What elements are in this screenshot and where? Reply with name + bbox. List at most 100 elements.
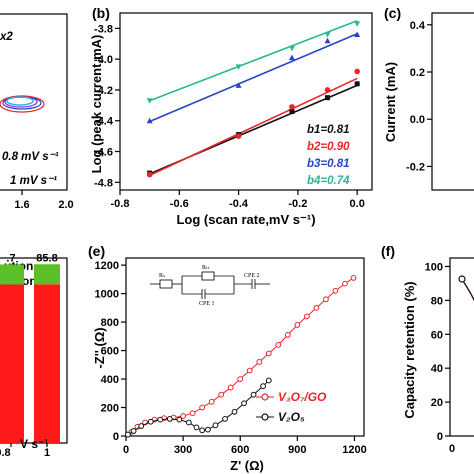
data-point-v3o7go <box>227 384 234 391</box>
data-point-v2o5 <box>138 423 145 429</box>
circuit-label-cpe2: CPE 2 <box>244 273 260 279</box>
panel-f-ylabel: Capacity retention (%) <box>402 281 417 418</box>
panel-b-ytick-label: -4.2 <box>94 85 113 97</box>
data-point-v2o5 <box>166 416 173 422</box>
panel-c-y-ticks: 0.4 0.2 0.0 -0.2 <box>406 20 432 173</box>
panel-f-ytick-label: 40 <box>431 363 443 375</box>
panel-a-frame <box>0 13 68 191</box>
data-point-v3o7go <box>189 410 196 417</box>
data-point-b2 <box>235 133 242 139</box>
bar-capacitive <box>0 284 24 443</box>
panel-e-ytick-label: 1200 <box>95 260 119 272</box>
panel-c-ytick-label: 0.2 <box>410 67 425 79</box>
panel-a-annotation-2: 1 mV s⁻¹ <box>10 175 57 187</box>
data-point-v3o7go <box>246 367 253 374</box>
panel-d: ution bution .70.885.81 V s⁻¹ <box>0 252 68 459</box>
data-point-v3o7go <box>284 331 291 338</box>
data-point-b4 <box>235 64 242 70</box>
panel-c: (c) 0.4 0.2 0.0 -0.2 Current (mA) <box>383 5 474 191</box>
panel-b-xtick-label: -0.6 <box>170 198 189 210</box>
circuit-resistor-rct <box>201 271 215 281</box>
panel-a-xtick-label: 2.0 <box>58 199 73 211</box>
panel-e-xtick-label: 300 <box>174 444 192 456</box>
data-point-v2o5 <box>204 426 211 433</box>
panel-f-point <box>458 275 466 283</box>
panel-e-legend: V₃O₇/GO V₂O₅ <box>256 390 327 424</box>
data-point-v2o5 <box>176 416 183 423</box>
panel-f-frame <box>449 257 474 437</box>
panel-b-frame <box>119 12 373 191</box>
circuit-label-rct: Rₜₜ <box>202 265 210 271</box>
panel-e-ytick-label: 1000 <box>95 289 119 301</box>
panel-e-ylabel: -Z'' (Ω) <box>92 327 107 368</box>
panel-e-ytick-label: 800 <box>101 317 119 329</box>
data-point-v3o7go <box>350 275 357 281</box>
panel-f-ytick-label: 100 <box>425 261 443 273</box>
data-point-v3o7go <box>208 398 215 405</box>
data-point-v2o5 <box>260 383 266 390</box>
data-point-v3o7go <box>256 359 263 365</box>
panel-e-series <box>125 275 357 438</box>
panel-b-fit-lines <box>149 19 358 177</box>
bar-diffusion <box>34 264 60 285</box>
circuit-resistor-rs <box>159 279 173 289</box>
panel-e-xtick-label: 0 <box>123 444 129 456</box>
panel-a: x2 0.8 mV s⁻¹ 1 mV s⁻¹ 1.6 2.0 <box>0 13 74 211</box>
data-point-b2 <box>146 171 153 178</box>
legend-marker-v3o7go <box>261 393 269 401</box>
data-point-v3o7go <box>265 350 272 357</box>
cv-loop <box>0 95 45 113</box>
circuit-label-rs: Rₛ <box>159 273 165 279</box>
panel-f-y-ticks: 100 80 60 40 20 0 <box>425 261 450 443</box>
bar-diffusion <box>0 264 24 285</box>
data-point-v3o7go <box>294 322 301 328</box>
panel-b-letter: (b) <box>92 5 110 21</box>
panel-b-ytick-label: -4.8 <box>94 177 113 189</box>
panel-a-cv-loops <box>0 95 45 113</box>
panel-e-letter: (e) <box>88 243 105 259</box>
panel-d-xunit: V s⁻¹ <box>20 437 48 451</box>
data-point-v3o7go <box>323 296 329 303</box>
data-point-v2o5 <box>147 418 154 425</box>
equivalent-circuit <box>150 271 270 299</box>
data-point-b2 <box>289 104 295 110</box>
panel-b-ytick-label: -4.6 <box>94 147 113 159</box>
fit-line-3 <box>149 33 358 123</box>
panel-b-ytick-label: -4.4 <box>94 116 114 128</box>
legend-label-v2o5: V₂O₅ <box>278 410 305 424</box>
panel-d-xtick-label: 1 <box>44 447 50 459</box>
data-point-b4 <box>288 45 295 52</box>
bar-capacitive <box>34 284 60 443</box>
data-point-v2o5 <box>265 377 272 384</box>
panel-b-x-ticks: -0.8 -0.6 -0.4 -0.2 0.0 <box>111 190 365 210</box>
panel-e-x-ticks: 0 300 600 900 1200 <box>123 436 367 456</box>
fit-line-2 <box>149 77 358 177</box>
legend-marker-v2o5 <box>261 413 269 421</box>
panel-a-annotation-1: 0.8 mV s⁻¹ <box>2 151 59 163</box>
panel-b-xtick-label: -0.4 <box>229 198 249 210</box>
bar-value-label: .7 <box>6 252 15 264</box>
panel-b-xtick-label: 0.0 <box>350 198 365 210</box>
data-point-v2o5 <box>130 428 137 434</box>
data-point-v2o5 <box>125 431 131 438</box>
panel-b-xtick-label: -0.2 <box>288 198 307 210</box>
panel-e-xtick-label: 900 <box>288 444 306 456</box>
data-point-v3o7go <box>332 287 339 294</box>
panel-c-ytick-label: -0.2 <box>406 161 425 173</box>
data-point-b3 <box>324 37 331 44</box>
panel-d-xtick-label: 0.8 <box>0 447 11 459</box>
data-point-v2o5 <box>241 400 247 407</box>
panel-f-ytick-label: 80 <box>431 295 443 307</box>
panel-f-black-trace <box>461 278 474 302</box>
data-point-v3o7go <box>237 376 244 382</box>
data-point-v2o5 <box>157 416 164 423</box>
panel-c-ylabel: Current (mA) <box>383 62 398 142</box>
fit-line-4 <box>149 19 358 102</box>
panel-e-xlabel: Z' (Ω) <box>230 458 264 473</box>
panel-e-ytick-label: 600 <box>101 346 119 358</box>
panel-e-xtick-label: 600 <box>231 444 249 456</box>
panel-b-ytick-label: -4.0 <box>94 54 113 66</box>
panel-c-ytick-label: 0.4 <box>410 20 426 32</box>
